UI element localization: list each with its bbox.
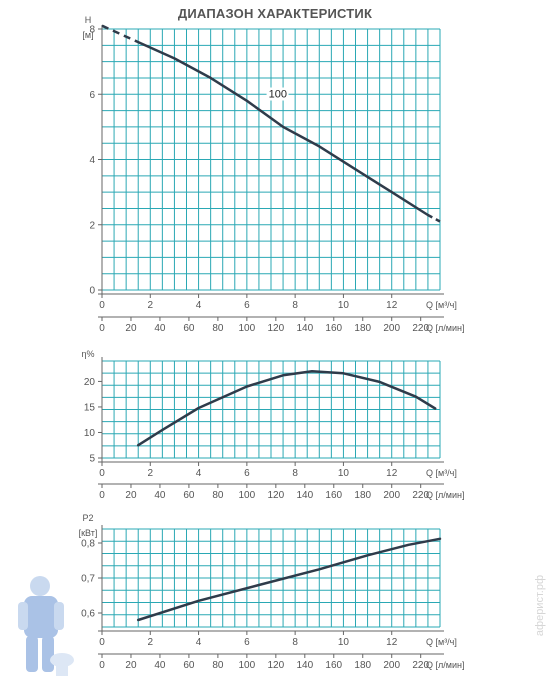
x-tick-label: 2 [148, 300, 154, 311]
x2-tick-label: 220 [412, 660, 429, 671]
chart-title: ДИАПАЗОН ХАРАКТЕРИСТИК [177, 6, 373, 21]
x2-tick-label: 40 [154, 323, 166, 334]
x-tick-label: 8 [292, 300, 298, 311]
y-axis-label: P2 [82, 513, 93, 523]
x2-tick-label: 200 [383, 660, 400, 671]
x2-tick-label: 160 [325, 660, 342, 671]
x2-tick-label: 0 [99, 660, 105, 671]
y-tick-label: 10 [84, 428, 96, 439]
x-tick-label: 6 [244, 637, 250, 648]
y-tick-label: 6 [89, 90, 95, 101]
y-axis-label: H [85, 15, 92, 25]
x2-tick-label: 140 [296, 660, 313, 671]
x-axis-label: Q [м³/ч] [426, 468, 457, 478]
y-tick-label: 0,6 [81, 609, 95, 620]
y-axis-label: η% [81, 349, 94, 359]
x-tick-label: 2 [148, 468, 154, 479]
x-tick-label: 8 [292, 637, 298, 648]
x-tick-label: 8 [292, 468, 298, 479]
x-tick-label: 6 [244, 300, 250, 311]
x2-tick-label: 100 [239, 660, 256, 671]
performance-curve [136, 369, 437, 447]
x2-tick-label: 20 [125, 323, 137, 334]
x2-tick-label: 180 [354, 660, 371, 671]
x2-tick-label: 60 [183, 323, 195, 334]
x2-tick-label: 0 [99, 323, 105, 334]
performance-curve [136, 537, 442, 622]
x-axis-label: Q [м³/ч] [426, 300, 457, 310]
x-tick-label: 2 [148, 637, 154, 648]
x-tick-label: 12 [386, 468, 398, 479]
curve-label-bg [266, 87, 289, 101]
x2-tick-label: 200 [383, 323, 400, 334]
x2-axis-label: Q [л/мин] [426, 490, 464, 500]
x2-tick-label: 160 [325, 490, 342, 501]
x2-tick-label: 60 [183, 660, 195, 671]
x2-tick-label: 20 [125, 660, 137, 671]
x2-tick-label: 180 [354, 490, 371, 501]
x2-tick-label: 100 [239, 323, 256, 334]
y-axis-unit: [кВт] [79, 528, 98, 538]
y-tick-label: 15 [84, 402, 96, 413]
y-tick-label: 2 [89, 220, 95, 231]
x-tick-label: 4 [196, 637, 202, 648]
x-tick-label: 0 [99, 300, 105, 311]
x-axis-label: Q [м³/ч] [426, 637, 457, 647]
x2-tick-label: 120 [267, 323, 284, 334]
x2-tick-label: 140 [296, 323, 313, 334]
performance-curve [136, 40, 430, 217]
x-tick-label: 4 [196, 300, 202, 311]
x2-tick-label: 40 [154, 490, 166, 501]
x-tick-label: 6 [244, 468, 250, 479]
y-tick-label: 0,7 [81, 574, 95, 585]
curve-dashed-end [427, 213, 441, 223]
x2-tick-label: 60 [183, 490, 195, 501]
x-tick-label: 10 [338, 300, 350, 311]
x2-tick-label: 80 [212, 490, 224, 501]
watermark: аферист.рф [534, 575, 546, 637]
x-tick-label: 4 [196, 468, 202, 479]
x-tick-label: 12 [386, 300, 398, 311]
curve-dashed-start [101, 24, 139, 44]
x-tick-label: 0 [99, 468, 105, 479]
x2-tick-label: 180 [354, 323, 371, 334]
x2-tick-label: 80 [212, 323, 224, 334]
curve-label: 100 [269, 89, 287, 101]
x2-axis-label: Q [л/мин] [426, 660, 464, 670]
x2-tick-label: 80 [212, 660, 224, 671]
x2-axis-label: Q [л/мин] [426, 323, 464, 333]
x2-tick-label: 20 [125, 490, 137, 501]
x2-tick-label: 160 [325, 323, 342, 334]
x-tick-label: 12 [386, 637, 398, 648]
x2-tick-label: 120 [267, 660, 284, 671]
y-tick-label: 0,8 [81, 539, 95, 550]
y-axis-unit: [м] [82, 30, 93, 40]
plumber-mascot-logo [6, 572, 76, 687]
x2-tick-label: 220 [412, 323, 429, 334]
x-tick-label: 10 [338, 468, 350, 479]
y-tick-label: 4 [89, 155, 95, 166]
y-tick-label: 20 [84, 377, 96, 388]
y-tick-label: 0 [89, 286, 95, 297]
x2-tick-label: 0 [99, 490, 105, 501]
x-tick-label: 10 [338, 637, 350, 648]
y-tick-label: 8 [89, 25, 95, 36]
x2-tick-label: 200 [383, 490, 400, 501]
y-tick-label: 5 [89, 454, 95, 465]
x2-tick-label: 100 [239, 490, 256, 501]
x2-tick-label: 40 [154, 660, 166, 671]
x2-tick-label: 120 [267, 490, 284, 501]
x-tick-label: 0 [99, 637, 105, 648]
x2-tick-label: 140 [296, 490, 313, 501]
x2-tick-label: 220 [412, 490, 429, 501]
